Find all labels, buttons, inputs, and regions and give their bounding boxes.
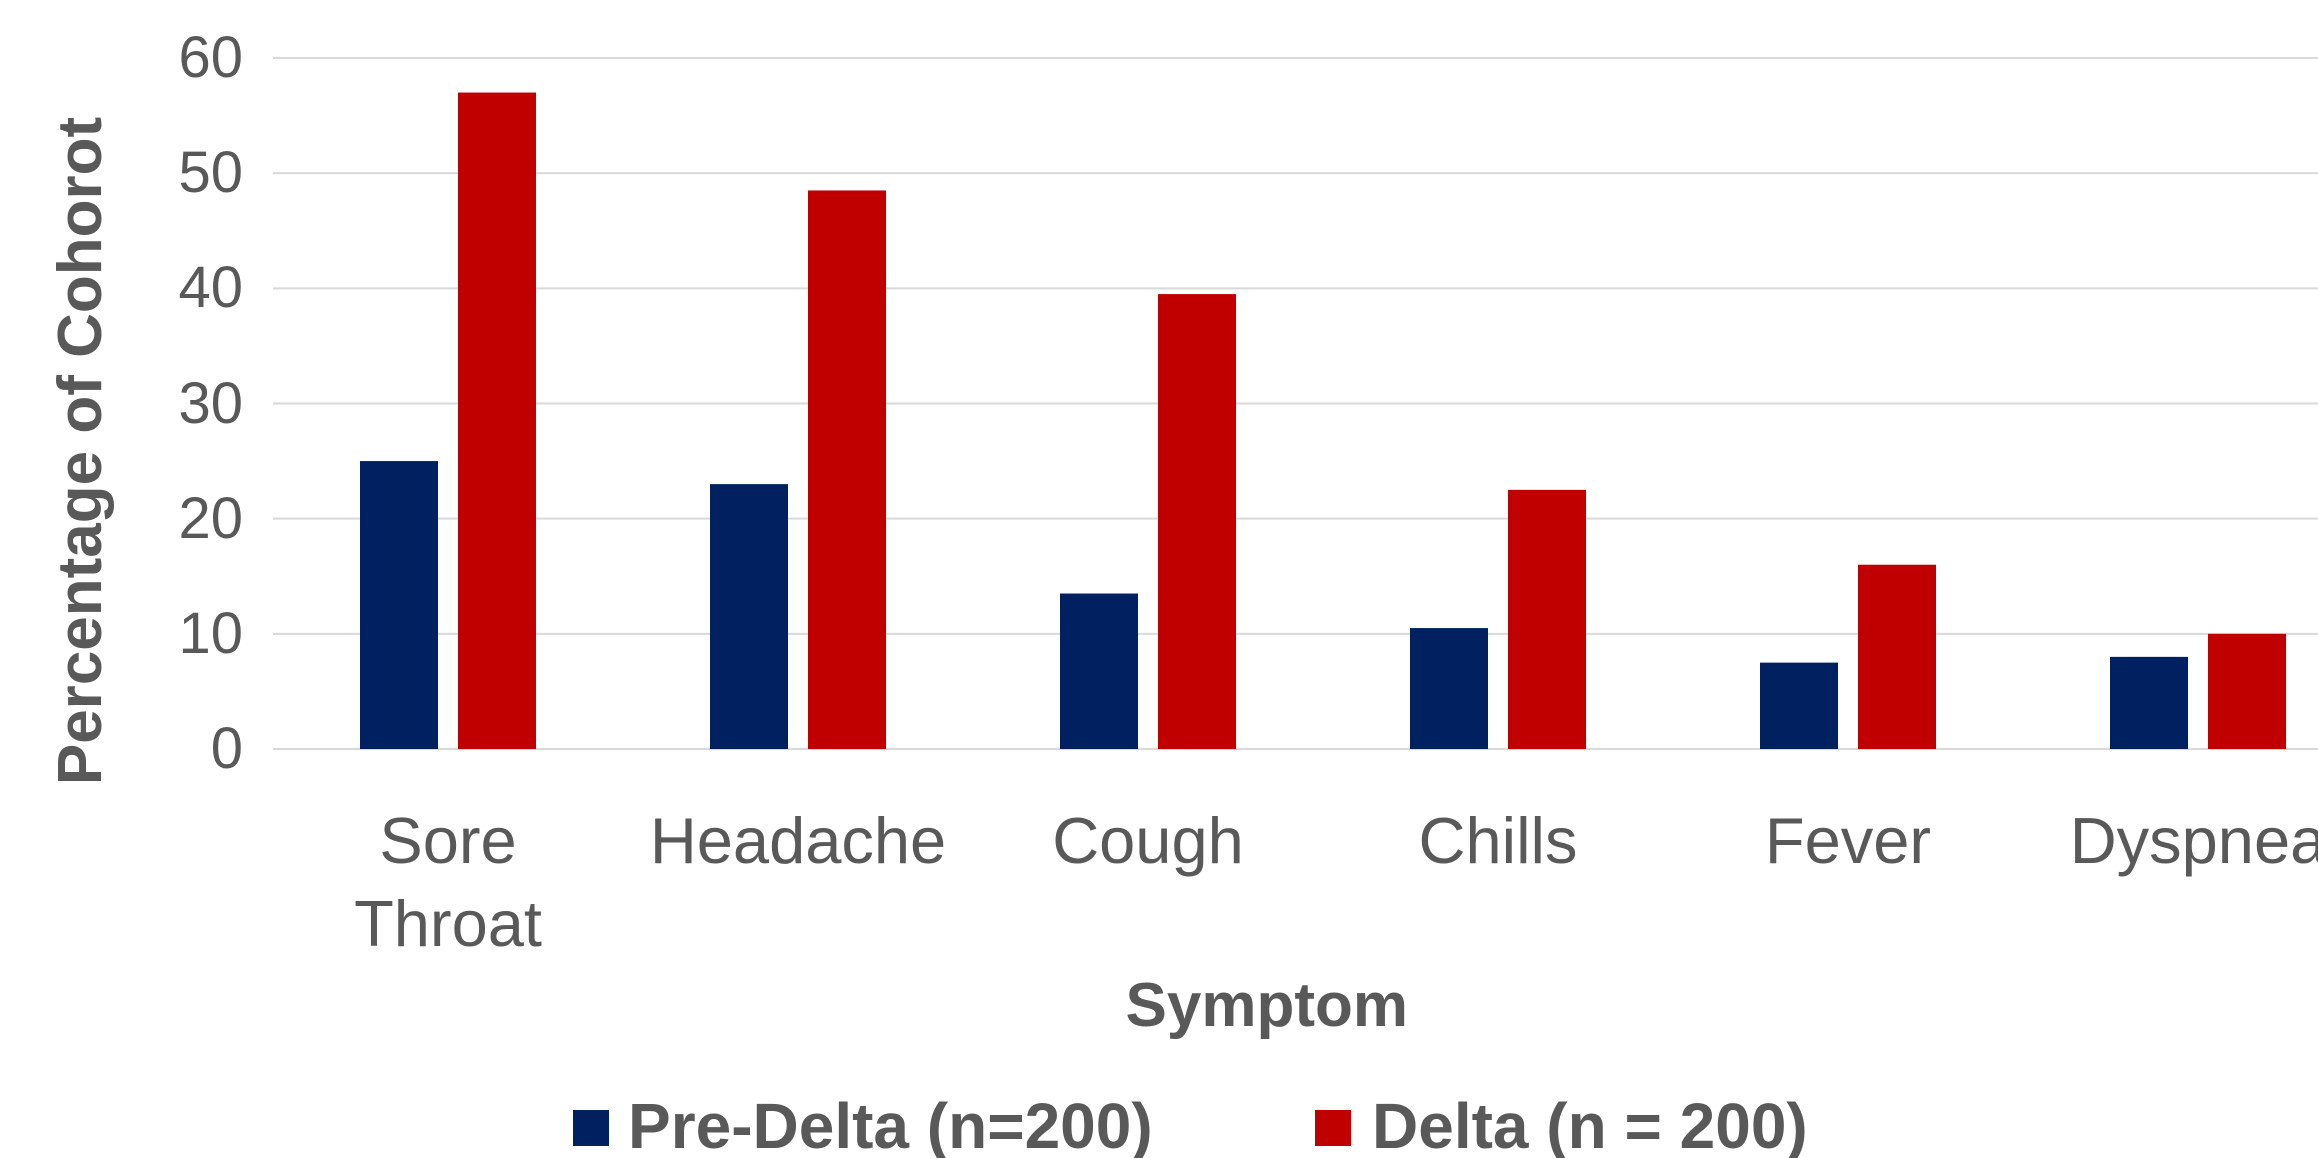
x-tick-label: Headache bbox=[649, 804, 947, 877]
bar bbox=[710, 484, 788, 749]
y-axis-title: Percentage of Cohorot bbox=[46, 116, 115, 786]
bar bbox=[458, 92, 536, 750]
bar bbox=[360, 461, 438, 749]
bar bbox=[1410, 628, 1488, 749]
y-tick-label: 10 bbox=[178, 600, 243, 666]
bar bbox=[808, 190, 886, 750]
x-tick-label: Sore Throat bbox=[354, 804, 542, 961]
x-tick-label: Cough bbox=[1052, 804, 1244, 877]
y-tick-label: 0 bbox=[210, 716, 243, 781]
bar bbox=[2208, 633, 2286, 749]
bar bbox=[1858, 564, 1936, 749]
y-tick-label: 20 bbox=[178, 485, 243, 551]
y-tick-label: 50 bbox=[178, 140, 243, 206]
x-tick-label: Fever bbox=[1764, 804, 1932, 877]
y-tick-label: 40 bbox=[178, 255, 243, 321]
x-tick-label: Chills bbox=[1418, 804, 1578, 877]
bar bbox=[1158, 294, 1236, 749]
bar bbox=[1508, 489, 1586, 749]
bar bbox=[1760, 662, 1838, 749]
x-axis-title: Symptom bbox=[1125, 971, 1408, 1040]
legend-label: Delta (n = 200) bbox=[1372, 1090, 1808, 1158]
legend-label: Pre-Delta (n=200) bbox=[628, 1090, 1153, 1158]
y-tick-label: 30 bbox=[178, 370, 243, 436]
y-tick-label: 60 bbox=[178, 25, 243, 90]
bar bbox=[2110, 656, 2188, 749]
bar bbox=[1060, 593, 1138, 749]
legend-swatch bbox=[1315, 1110, 1351, 1146]
x-tick-label: Dyspnea bbox=[2069, 804, 2318, 877]
legend-swatch bbox=[573, 1110, 609, 1146]
